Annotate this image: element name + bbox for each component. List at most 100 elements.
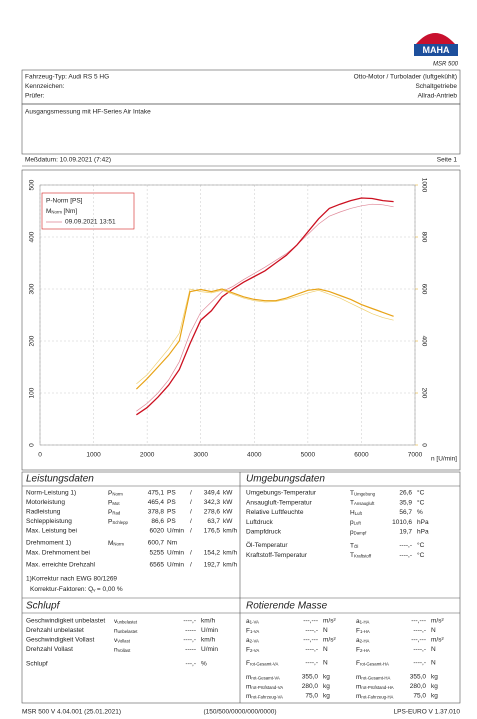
y-tick-label: 200 (29, 335, 36, 346)
row-symbol-sub: Dampf (354, 530, 367, 535)
legend-rest: [Nm] (63, 208, 77, 215)
row-value: 600,7 (148, 540, 165, 547)
row-symbol: mrot-Gesamt-VA (246, 674, 280, 681)
row-value: ----,- (183, 637, 196, 644)
row-symbol-sub: 2-VA (250, 639, 259, 644)
row-unit: kW (223, 509, 233, 516)
row-label: Radleistung (26, 509, 61, 516)
y2-tick-label: 1000 (420, 178, 427, 193)
chart-box (21, 169, 461, 471)
row-symbol-sub: rot-Prüfstand-VA (251, 685, 283, 690)
row-unit: N (323, 646, 328, 653)
row-symbol-base: m (246, 674, 251, 681)
row-symbol-sub: rot-Gesamt-VA (251, 676, 279, 681)
row-value: ----,- (305, 646, 318, 653)
note-text: Korrektur-Faktoren: Q (30, 586, 93, 593)
x-tick-label: 6000 (354, 452, 369, 459)
row-symbol-sub: Öl (354, 544, 358, 549)
row-label: Geschwindigkeit Vollast (26, 637, 94, 644)
row-symbol-sub: Kraftstoff (354, 554, 372, 559)
row-unit: U/min (167, 528, 184, 535)
row-unit: N (323, 660, 328, 667)
row-symbol-sub: Schlepp (112, 520, 128, 525)
row-symbol-sub: rot-Gesamt-HA (361, 676, 390, 681)
row-symbol-sub: 2-HA (360, 639, 370, 644)
row-unit: kg (323, 693, 330, 700)
row-symbol: F2-HA (356, 646, 370, 653)
row-value: 75,0 (413, 693, 426, 700)
row-symbol-sub: 1-HA (360, 629, 370, 634)
row-symbol: TÖl (350, 542, 358, 549)
row-value: ----,- (399, 542, 412, 549)
row-unit: % (201, 661, 207, 668)
row-value: 75,0 (305, 693, 318, 700)
row-unit: kW (223, 518, 233, 525)
row-symbol: a1-VA (246, 618, 259, 625)
series-line (136, 197, 394, 416)
row-value: 465,4 (148, 499, 165, 506)
row-value: 176,5 (204, 528, 221, 535)
row-symbol-base: m (246, 683, 251, 690)
row-unit: N (431, 660, 436, 667)
row-value: ----,- (305, 627, 318, 634)
series-line (135, 288, 394, 390)
row-label: Max. erreichte Drehzahl (26, 562, 96, 569)
row-symbol-base: T (350, 542, 354, 549)
row-symbol: PNorm (108, 490, 123, 497)
row-unit: m/s² (323, 618, 336, 625)
row-value: ---,--- (411, 618, 426, 625)
row-unit: N (431, 646, 436, 653)
row-symbol: mrot-Gesamt-HA (356, 674, 390, 681)
row-sep: / (190, 550, 192, 557)
y-tick-label: 300 (29, 283, 36, 294)
row-symbol-base: P (108, 490, 112, 497)
row-symbol-base: a (246, 618, 250, 625)
row-symbol-base: a (246, 637, 250, 644)
row-symbol-base: T (350, 499, 354, 506)
row-unit: m/s² (323, 637, 336, 644)
row-value: ---,--- (303, 637, 318, 644)
row-sep: / (190, 562, 192, 569)
row-value: 19,7 (399, 529, 412, 536)
model: MSR 500 (433, 62, 459, 68)
y-tick-label: 100 (29, 387, 36, 398)
logo-roof (416, 33, 455, 44)
row-label: Geschwindigkeit unbelastet (26, 618, 105, 625)
row-unit: N (431, 627, 436, 634)
note: 1)Korrektur nach EWG 80/1269 (26, 576, 117, 583)
row-sep: / (190, 509, 192, 516)
x-tick-label: 2000 (140, 452, 155, 459)
row-unit: kg (323, 683, 330, 690)
row-symbol-sub: unbelastet (118, 629, 139, 634)
row-unit: PS (167, 490, 176, 497)
row-value: 278,6 (204, 509, 221, 516)
row-value: 475,1 (148, 490, 165, 497)
row-symbol-base: p (350, 529, 354, 536)
row-label: Drehzahl Vollast (26, 646, 73, 653)
x-tick-label: 0 (38, 452, 42, 459)
row-value: 6020 (150, 528, 165, 535)
row-unit: PS (167, 518, 176, 525)
row-symbol: TKraftstoff (350, 552, 372, 559)
vehicle-field: Allrad-Antrieb (418, 93, 458, 100)
row-unit: kW (223, 499, 233, 506)
y-tick-label: 500 (29, 179, 36, 190)
row-value: ----- (185, 627, 196, 634)
row-symbol-base: a (356, 618, 360, 625)
vehicle-field: Kennzeichen: (25, 83, 65, 90)
row-sep: / (190, 490, 192, 497)
row-symbol-sub: rot-Gesamt-VA (250, 662, 278, 667)
row-label: Schlupf (26, 661, 48, 668)
row-symbol: PRad (108, 509, 121, 516)
row-symbol: mrot-Prüfstand-HA (356, 683, 394, 690)
row-symbol-sub: 1-VA (250, 629, 259, 634)
row-symbol-base: T (350, 490, 354, 497)
row-value: ---,--- (303, 618, 318, 625)
row-unit: N (323, 627, 328, 634)
row-value: 35,9 (399, 499, 412, 506)
row-unit: km/h (223, 562, 237, 569)
row-symbol-base: n (114, 627, 118, 634)
row-symbol-base: m (356, 683, 361, 690)
row-symbol-base: F (246, 627, 250, 634)
row-symbol-base: T (350, 552, 354, 559)
